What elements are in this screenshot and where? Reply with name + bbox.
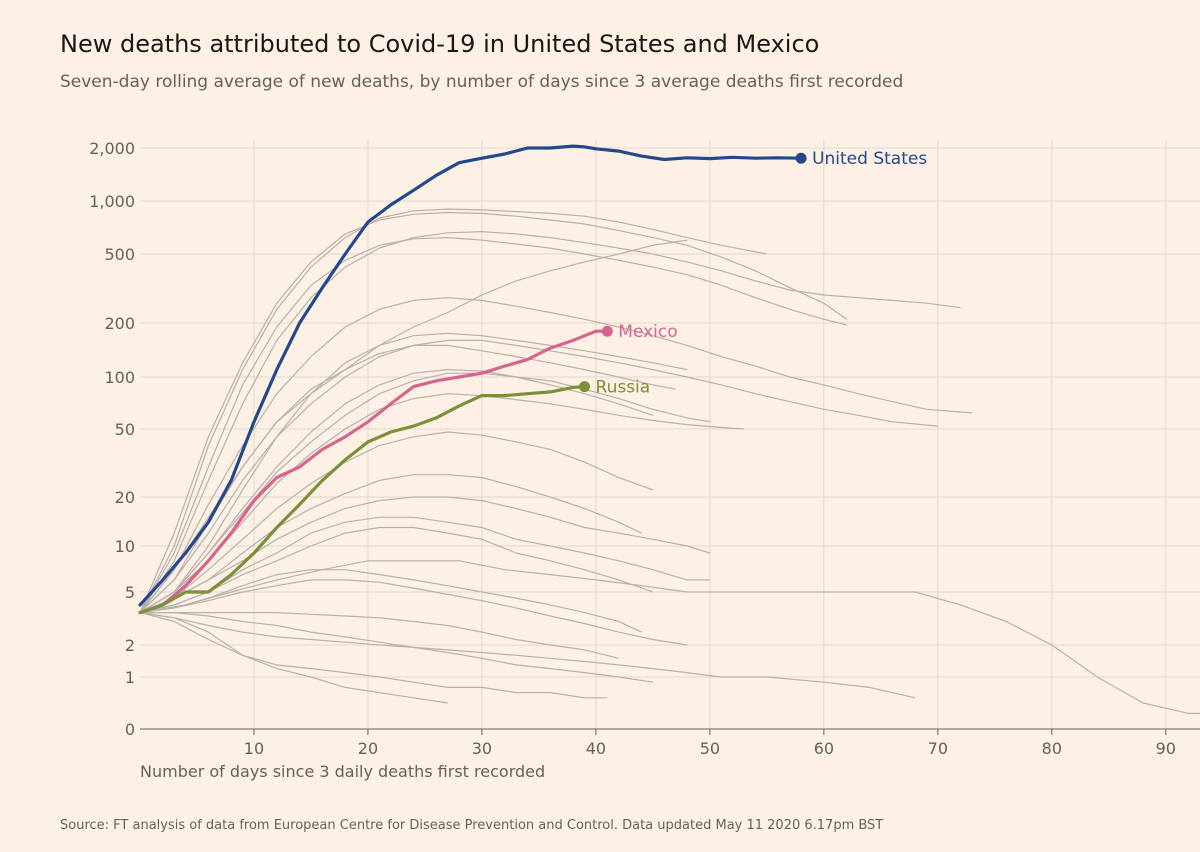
background-country-line	[139, 393, 745, 614]
background-country-line	[139, 237, 847, 613]
mexico-line	[138, 329, 609, 615]
background-country-line	[140, 612, 619, 659]
x-tick-label: 80	[1042, 739, 1062, 758]
russia-line	[138, 385, 587, 615]
background-country-line	[139, 231, 961, 613]
x-tick-label: 40	[586, 739, 606, 758]
mexico-end-point	[601, 325, 613, 337]
united-states-line	[138, 144, 803, 607]
y-tick-label: 5	[125, 583, 135, 602]
y-tick-label: 0	[125, 720, 135, 739]
x-tick-label: 30	[472, 739, 492, 758]
background-country-line	[139, 496, 711, 614]
background-country-line	[139, 369, 654, 614]
background-country-line	[139, 211, 848, 613]
background-country-line	[139, 339, 938, 614]
background-country-line	[139, 372, 711, 614]
y-tick-label: 1	[125, 668, 135, 687]
x-tick-label: 70	[928, 739, 948, 758]
y-tick-label: 200	[104, 314, 135, 333]
y-tick-label: 1,000	[89, 192, 135, 211]
united-states-end-point	[795, 152, 807, 164]
chart-title: New deaths attributed to Covid-19 in Uni…	[60, 30, 820, 58]
mexico-label: Mexico	[618, 322, 677, 342]
russia-end-point	[579, 381, 591, 393]
background-country-line	[139, 474, 642, 614]
background-country-line	[139, 569, 642, 633]
y-tick-label: 100	[104, 368, 135, 387]
y-tick-label: 50	[115, 420, 135, 439]
y-tick-label: 10	[115, 537, 135, 556]
x-axis-label: Number of days since 3 daily deaths firs…	[140, 762, 545, 781]
chart-source: Source: FT analysis of data from Europea…	[60, 818, 884, 833]
background-country-line	[139, 526, 654, 614]
background-country-line	[139, 612, 916, 699]
y-tick-label: 2	[125, 636, 135, 655]
united-states-label: United States	[812, 149, 927, 169]
x-tick-label: 90	[1156, 739, 1176, 758]
background-country-line	[139, 579, 688, 646]
background-country-line	[139, 516, 710, 614]
russia-label: Russia	[596, 378, 651, 398]
axes: 0 1 2 5 10 20 50 100 200 500 1,000 2,000 10 20 30 40 50 6…	[89, 139, 1200, 758]
background-country-line	[140, 612, 653, 683]
x-tick-label: 50	[700, 739, 720, 758]
y-tick-label: 2,000	[89, 139, 135, 158]
grid-layer	[140, 140, 1200, 729]
highlighted-lines: United States Mexico Russia	[138, 144, 927, 615]
background-country-line	[139, 208, 768, 613]
background-country-line	[139, 431, 654, 614]
background-country-line	[139, 560, 1200, 714]
chart-subtitle: Seven-day rolling average of new deaths,…	[60, 72, 904, 92]
y-tick-label: 500	[104, 245, 135, 264]
background-country-line	[139, 612, 448, 704]
background-country-line	[139, 612, 608, 699]
x-tick-label: 10	[244, 739, 264, 758]
x-tick-label: 60	[814, 739, 834, 758]
background-country-line	[139, 344, 676, 614]
y-tick-label: 20	[115, 488, 135, 507]
background-lines	[139, 208, 1200, 714]
x-tick-label: 20	[358, 739, 378, 758]
background-country-line	[139, 332, 688, 614]
background-country-line	[139, 297, 973, 613]
